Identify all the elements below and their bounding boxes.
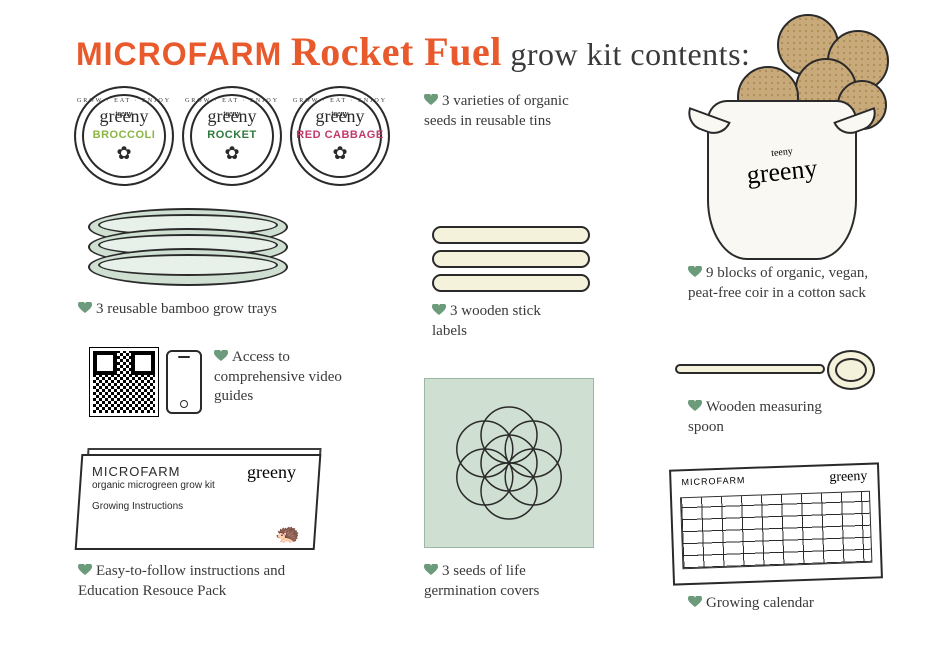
item-trays: 3 reusable bamboo grow trays (78, 300, 277, 320)
plant-icon: ✿ (116, 143, 131, 164)
instruction-booklet: MICROFARM organic microgreen grow kit Gr… (78, 454, 318, 550)
seed-tins: GROW · EAT · ENJOY teeny greeny BROCCOLI… (74, 86, 390, 186)
title-product: Rocket Fuel (291, 29, 502, 74)
heart-icon (214, 350, 228, 362)
growing-calendar: MICROFARM greeny (669, 462, 883, 585)
hedgehog-icon: 🦔 (275, 521, 300, 546)
item-calendar: Growing calendar (688, 594, 814, 614)
page-title: MICROFARM Rocket Fuel grow kit contents: (76, 28, 750, 75)
heart-icon (78, 564, 92, 576)
calendar-title: MICROFARM (681, 475, 745, 487)
tin-variety-2: ROCKET (207, 129, 256, 141)
heart-icon (432, 304, 446, 316)
tin-arc-text: GROW · EAT · ENJOY (77, 98, 171, 104)
item-instructions: Easy-to-follow instructions and Educatio… (78, 562, 318, 601)
tin-variety-3: RED CABBAGE (296, 129, 383, 141)
stick (432, 250, 590, 268)
phone-icon (166, 350, 202, 414)
item-video: Access to comprehensive video guides (214, 348, 354, 407)
title-brand: MICROFARM (76, 36, 282, 72)
stick-labels (432, 226, 590, 298)
spoon-bowl (827, 350, 875, 390)
qr-phone-group (90, 348, 202, 416)
cotton-sack: teeny greeny (707, 100, 857, 260)
tin-variety-1: BROCCOLI (93, 129, 156, 141)
bamboo-trays (88, 208, 288, 286)
tin-red-cabbage: GROW · EAT · ENJOY teeny greeny RED CABB… (290, 86, 390, 186)
booklet-line3: Growing Instructions (92, 501, 215, 514)
item-covers: 3 seeds of life germination covers (424, 562, 584, 601)
tin-brand: greeny (100, 106, 149, 127)
heart-icon (424, 94, 438, 106)
tin-broccoli: GROW · EAT · ENJOY teeny greeny BROCCOLI… (74, 86, 174, 186)
booklet-logo: greeny (247, 462, 296, 483)
item-seeds: 3 varieties of organic seeds in reusable… (424, 92, 574, 131)
heart-icon (424, 564, 438, 576)
calendar-logo: greeny (829, 469, 868, 486)
tray (88, 248, 288, 286)
calendar-grid (680, 491, 872, 570)
seed-of-life-icon (444, 398, 574, 528)
item-sticks: 3 wooden stick labels (432, 302, 552, 341)
heart-icon (688, 400, 702, 412)
heart-icon (688, 596, 702, 608)
booklet-sub: organic microgreen grow kit (92, 480, 215, 493)
qr-code-icon (90, 348, 158, 416)
tin-rocket: GROW · EAT · ENJOY teeny greeny ROCKET ✿ (182, 86, 282, 186)
coir-sack: teeny greeny (667, 20, 907, 260)
item-coir: 9 blocks of organic, vegan, peat-free co… (688, 264, 888, 303)
spoon-handle (675, 364, 825, 374)
measuring-spoon (675, 346, 875, 390)
item-spoon: Wooden measuring spoon (688, 398, 838, 437)
germination-cover (424, 378, 594, 548)
heart-icon (688, 266, 702, 278)
stick (432, 226, 590, 244)
booklet-title: MICROFARM (92, 464, 215, 480)
stick (432, 274, 590, 292)
heart-icon (78, 302, 92, 314)
